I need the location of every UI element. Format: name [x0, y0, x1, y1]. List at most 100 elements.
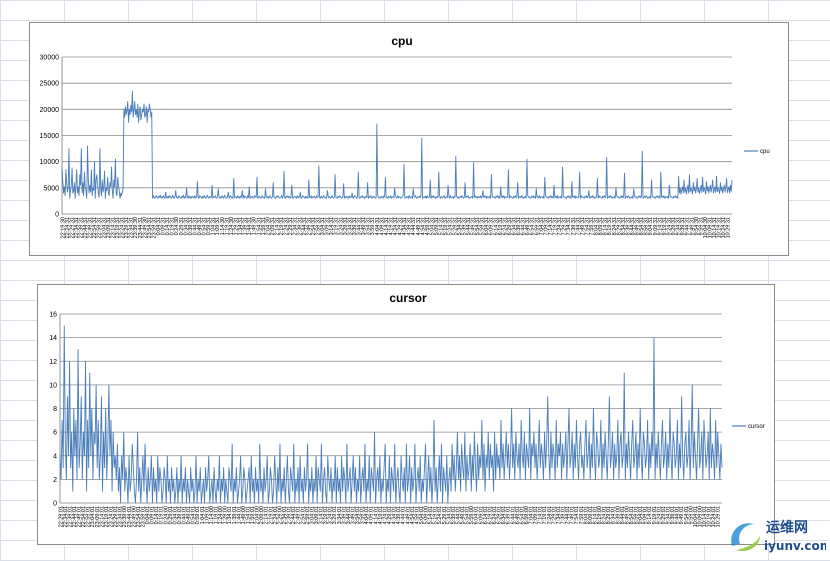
x-tick-label: 6:04:31 — [484, 217, 490, 235]
x-tick-label: 2:44:31 — [302, 217, 308, 235]
x-tick-label: 3:29:01 — [332, 506, 338, 524]
x-tick-label: 7:49:31 — [580, 217, 586, 235]
x-tick-label: 3:54:01 — [355, 506, 361, 524]
x-tick-label: 0:29:01 — [168, 506, 174, 524]
x-tick-label: 9:34:01 — [665, 506, 671, 524]
x-tick-label: 6:24:31 — [502, 217, 508, 235]
x-tick-label: 8:19:31 — [607, 217, 613, 235]
x-tick-label: 0:19:01 — [159, 506, 165, 524]
x-tick-label: 22:59:31 — [97, 217, 103, 238]
x-tick-label: 7:44:01 — [565, 506, 571, 524]
x-tick-label: 10:29:31 — [726, 217, 732, 238]
x-tick-label: 10:24:01 — [711, 506, 717, 527]
x-tick-label: 3:39:01 — [341, 506, 347, 524]
x-tick-label: 10:14:31 — [712, 217, 718, 238]
x-tick-label: 8:09:01 — [588, 506, 594, 524]
x-tick-label: 22:29:31 — [69, 217, 75, 238]
x-tick-label: 4:19:31 — [388, 217, 394, 235]
y-tick-label: 25000 — [40, 81, 60, 88]
watermark-url: iyunv.com — [764, 539, 826, 553]
x-tick-label: 6:49:31 — [525, 217, 531, 235]
y-tick-label: 20000 — [40, 107, 60, 114]
x-tick-label: 6:59:00 — [524, 506, 530, 524]
x-tick-label: 5:19:31 — [443, 217, 449, 235]
x-tick-label: 1:24:30 — [229, 217, 235, 235]
y-tick-label: 2 — [53, 477, 57, 484]
x-tick-label: 4:44:01 — [401, 506, 407, 524]
x-tick-label: 23:59:31 — [151, 217, 157, 238]
x-tick-label: 2:04:30 — [265, 217, 271, 235]
x-tick-label: 6:19:01 — [487, 506, 493, 524]
x-tick-label: 8:24:31 — [612, 217, 618, 235]
x-tick-label: 3:44:31 — [357, 217, 363, 235]
x-tick-label: 9:59:31 — [698, 217, 704, 235]
watermark-swirl-icon: 运维网 iyunv.com — [731, 519, 826, 553]
x-tick-label: 5:19:01 — [433, 506, 439, 524]
x-tick-label: 5:14:31 — [439, 217, 445, 235]
x-tick-label: 22:59:01 — [86, 506, 92, 527]
x-tick-label: 8:14:31 — [603, 217, 609, 235]
x-tick-label: 4:24:31 — [393, 217, 399, 235]
x-tick-label: 10:04:30 — [703, 217, 709, 238]
x-tick-label: 9:24:31 — [666, 217, 672, 235]
x-tick-label: 3:49:01 — [350, 506, 356, 524]
x-tick-label: 23:44:01 — [127, 506, 133, 527]
x-tick-label: 2:24:31 — [284, 217, 290, 235]
x-tick-label: 1:29:31 — [233, 217, 239, 235]
x-tick-label: 8:59:31 — [644, 217, 650, 235]
x-tick-label: 6:44:01 — [510, 506, 516, 524]
y-tick-label: 12 — [49, 359, 57, 366]
x-tick-label: 5:39:31 — [461, 217, 467, 235]
x-tick-label: 22:54:31 — [92, 217, 98, 238]
x-tick-label: 6:29:01 — [497, 506, 503, 524]
x-tick-label: 4:34:01 — [392, 506, 398, 524]
x-tick-label: 7:59:01 — [579, 506, 585, 524]
x-tick-label: 1:54:01 — [245, 506, 251, 524]
x-tick-label: 3:54:31 — [366, 217, 372, 235]
x-tick-label: 2:14:31 — [274, 217, 280, 235]
x-tick-label: 5:29:01 — [442, 506, 448, 524]
x-tick-label: 6:14:01 — [483, 506, 489, 524]
watermark-title: 运维网 — [766, 519, 808, 536]
x-tick-label: 3:24:31 — [338, 217, 344, 235]
x-tick-label: 7:34:01 — [556, 506, 562, 524]
x-tick-label: 1:19:01 — [214, 506, 220, 524]
x-tick-label: 3:59:01 — [360, 506, 366, 524]
x-tick-label: 2:54:31 — [311, 217, 317, 235]
x-tick-label: 10:29:01 — [716, 506, 722, 527]
x-tick-label: 23:34:01 — [118, 506, 124, 527]
x-tick-label: 5:29:31 — [452, 217, 458, 235]
x-tick-label: 0:14:01 — [154, 506, 160, 524]
y-tick-label: 30000 — [40, 55, 60, 62]
x-tick-label: 22:44:01 — [72, 506, 78, 527]
x-tick-label: 10:09:31 — [707, 217, 713, 238]
x-tick-label: 23:24:01 — [109, 506, 115, 527]
x-tick-label: 9:04:01 — [638, 506, 644, 524]
y-tick-label: 14 — [49, 335, 57, 342]
x-tick-label: 6:24:01 — [492, 506, 498, 524]
x-tick-label: 2:39:31 — [297, 217, 303, 235]
x-tick-label: 3:39:31 — [352, 217, 358, 235]
x-tick-label: 4:49:01 — [405, 506, 411, 524]
x-tick-label: 5:09:00 — [424, 506, 430, 524]
x-tick-label: 3:49:31 — [361, 217, 367, 235]
x-tick-label: 3:04:31 — [320, 217, 326, 235]
x-tick-label: 23:39:30 — [133, 217, 139, 238]
x-tick-label: 3:14:01 — [319, 506, 325, 524]
x-tick-label: 7:09:01 — [533, 506, 539, 524]
x-tick-label: 1:34:01 — [227, 506, 233, 524]
x-tick-label: 1:09:01 — [204, 506, 210, 524]
x-tick-label: 3:29:31 — [343, 217, 349, 235]
x-tick-label: 2:29:31 — [288, 217, 294, 235]
x-tick-label: 8:54:31 — [639, 217, 645, 235]
x-tick-label: 22:39:01 — [67, 506, 73, 527]
x-tick-label: 2:29:00 — [277, 506, 283, 524]
x-tick-label: 6:59:31 — [534, 217, 540, 235]
x-tick-label: 5:59:00 — [469, 506, 475, 524]
x-tick-label: 0:14:31 — [165, 217, 171, 235]
x-tick-label: 6:04:01 — [474, 506, 480, 524]
x-tick-label: 2:59:01 — [305, 506, 311, 524]
x-tick-label: 23:59:01 — [140, 506, 146, 527]
x-tick-label: 2:59:31 — [316, 217, 322, 235]
x-tick-label: 4:09:01 — [369, 506, 375, 524]
